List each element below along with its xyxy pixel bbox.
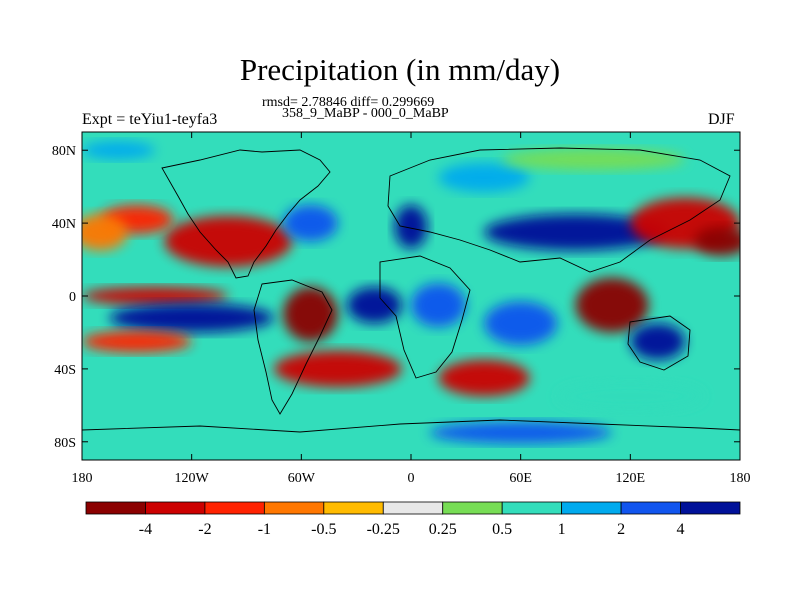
colorbar-label: -4 — [139, 521, 152, 538]
lon-tick-label: 60W — [288, 471, 316, 486]
lat-tick-label: 0 — [69, 290, 76, 305]
colorbar-label: -0.25 — [367, 521, 400, 538]
coast-australia — [627, 315, 691, 371]
colorbar-label: 2 — [617, 521, 625, 538]
colorbar-swatch — [263, 501, 325, 515]
coast-eurasia — [387, 147, 731, 273]
colorbar-swatch — [620, 501, 681, 515]
latitude-axis: 80N 40N 0 40S 80S — [52, 144, 740, 451]
coast-antarctica — [82, 419, 740, 433]
field-region — [484, 301, 558, 346]
colorbar-label: 0.5 — [492, 521, 512, 538]
map-panel — [81, 131, 741, 461]
field-region — [82, 141, 156, 160]
field-region — [502, 148, 686, 171]
field-region — [347, 286, 402, 324]
field-region — [109, 303, 274, 333]
field-region — [283, 204, 338, 242]
coast-africa — [379, 255, 471, 379]
colorbar-label: 4 — [677, 521, 685, 538]
lat-tick-label: 80S — [54, 436, 76, 451]
lon-tick-label: 180 — [72, 471, 93, 486]
colorbar-label: 1 — [558, 521, 566, 538]
colorbar-swatch — [323, 501, 384, 515]
field-region — [694, 226, 740, 256]
colorbar-swatch — [442, 501, 503, 515]
colorbar-swatch — [85, 501, 146, 515]
field-region — [438, 162, 530, 193]
lon-tick-label: 180 — [730, 471, 751, 486]
period-line: 358_9_MaBP - 000_0_MaBP — [282, 106, 449, 121]
field-region — [630, 323, 686, 360]
colorbar-swatch — [501, 501, 563, 515]
colorbar-label: -1 — [258, 521, 271, 538]
longitude-axis: 180 120W 60W 0 60E 120E 180 — [72, 132, 751, 486]
lat-tick-label: 80N — [52, 144, 76, 159]
field-region — [411, 283, 466, 327]
colorbar-swatch — [382, 501, 444, 515]
colorbar-label: -2 — [198, 521, 211, 538]
field-region — [429, 421, 613, 444]
stats-line: rmsd= 2.78846 diff= 0.299669 — [262, 95, 435, 110]
colorbar-swatch — [680, 501, 741, 515]
field-region — [164, 215, 293, 267]
field-region — [82, 330, 192, 353]
lon-tick-label: 0 — [408, 471, 415, 486]
field-region — [82, 286, 229, 306]
season-label: DJF — [708, 111, 735, 128]
field-region — [394, 204, 428, 249]
field-region — [273, 350, 402, 388]
coastlines — [82, 147, 740, 433]
lon-tick-label: 120E — [616, 471, 646, 486]
colorbar-label: 0.25 — [429, 521, 457, 538]
experiment-label: Expt = teYiu1-teyfa3 — [82, 111, 218, 128]
colorbar: -4 -2 -1 -0.5 -0.25 0.25 0.5 1 2 4 — [85, 501, 741, 538]
precipitation-field — [82, 141, 740, 444]
field-region — [438, 359, 530, 397]
coast-south-america — [253, 279, 333, 415]
field-region — [575, 277, 649, 333]
lat-tick-label: 40N — [52, 217, 76, 232]
colorbar-swatch — [145, 501, 206, 515]
field-region — [82, 214, 128, 251]
colorbar-swatch — [204, 501, 265, 515]
colorbar-label: -0.5 — [311, 521, 336, 538]
lon-tick-label: 60E — [509, 471, 532, 486]
field-region — [557, 381, 704, 411]
plot-title: Precipitation (in mm/day) — [239, 52, 561, 87]
colorbar-swatch — [561, 501, 622, 515]
lon-tick-label: 120W — [175, 471, 210, 486]
lat-tick-label: 40S — [54, 363, 76, 378]
coast-north-america — [161, 149, 331, 279]
field-region — [484, 214, 667, 251]
